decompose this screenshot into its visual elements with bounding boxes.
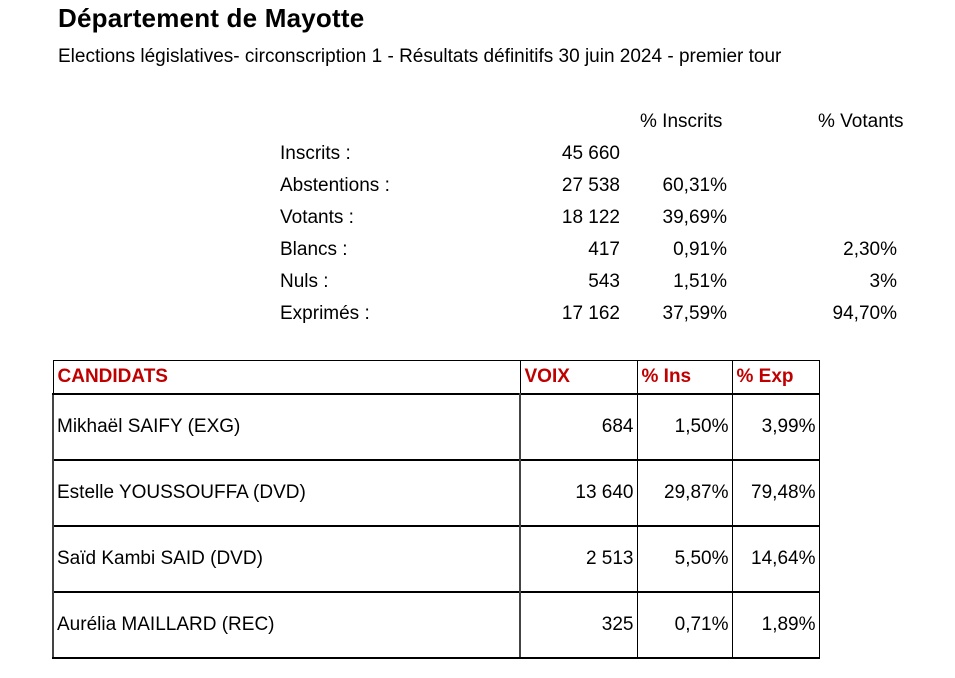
col-header-candidats: CANDIDATS [52,360,521,395]
candidate-voix: 13 640 [519,459,638,527]
col-header-voix: VOIX [519,360,638,395]
summary-pct-inscrits: 0,91% [673,239,727,260]
candidates-table: CANDIDATS VOIX % Ins % Exp Mikhaël SAIFY… [52,360,820,659]
col-header-pct-ins: % Ins [636,360,733,395]
candidate-pct-exp: 14,64% [731,525,820,593]
summary-value: 17 162 [561,303,620,324]
summary-pct-inscrits: 60,31% [662,175,727,196]
candidate-pct-ins: 5,50% [636,525,733,593]
summary-value: 18 122 [561,207,620,228]
table-row: Mikhaël SAIFY (EXG) 684 1,50% 3,99% [52,393,820,461]
candidate-pct-exp: 3,99% [731,393,820,461]
summary-label: Nuls : [280,271,329,292]
summary-pct-votants: 94,70% [832,303,897,324]
header-pct-inscrits: % Inscrits [640,111,723,132]
summary-value: 27 538 [561,175,620,196]
table-row: Saïd Kambi SAID (DVD) 2 513 5,50% 14,64% [52,525,820,593]
table-row: Estelle YOUSSOUFFA (DVD) 13 640 29,87% 7… [52,459,820,527]
candidate-voix: 325 [519,591,638,659]
candidates-header-row: CANDIDATS VOIX % Ins % Exp [52,360,820,395]
summary-label: Blancs : [280,239,348,260]
candidate-pct-exp: 79,48% [731,459,820,527]
candidate-voix: 2 513 [519,525,638,593]
summary-pct-votants: 3% [869,271,897,292]
col-header-pct-exp: % Exp [731,360,820,395]
candidate-pct-ins: 29,87% [636,459,733,527]
candidate-voix: 684 [519,393,638,461]
summary-pct-votants: 2,30% [843,239,897,260]
page-subtitle: Elections législatives- circonscription … [58,46,782,67]
summary-value: 45 660 [561,143,620,164]
summary-label: Abstentions : [280,175,390,196]
summary-value: 417 [588,239,620,260]
summary-value: 543 [588,271,620,292]
summary-label: Inscrits : [280,143,351,164]
candidate-pct-ins: 0,71% [636,591,733,659]
candidate-name: Estelle YOUSSOUFFA (DVD) [52,459,521,527]
summary-label: Exprimés : [280,303,370,324]
candidate-pct-exp: 1,89% [731,591,820,659]
candidate-name: Saïd Kambi SAID (DVD) [52,525,521,593]
table-row: Aurélia MAILLARD (REC) 325 0,71% 1,89% [52,591,820,659]
candidate-name: Mikhaël SAIFY (EXG) [52,393,521,461]
page-title: Département de Mayotte [58,3,365,33]
summary-label: Votants : [280,207,354,228]
header-pct-votants: % Votants [818,111,904,132]
summary-pct-inscrits: 1,51% [673,271,727,292]
summary-pct-inscrits: 39,69% [662,207,727,228]
candidate-name: Aurélia MAILLARD (REC) [52,591,521,659]
summary-pct-inscrits: 37,59% [662,303,727,324]
candidate-pct-ins: 1,50% [636,393,733,461]
